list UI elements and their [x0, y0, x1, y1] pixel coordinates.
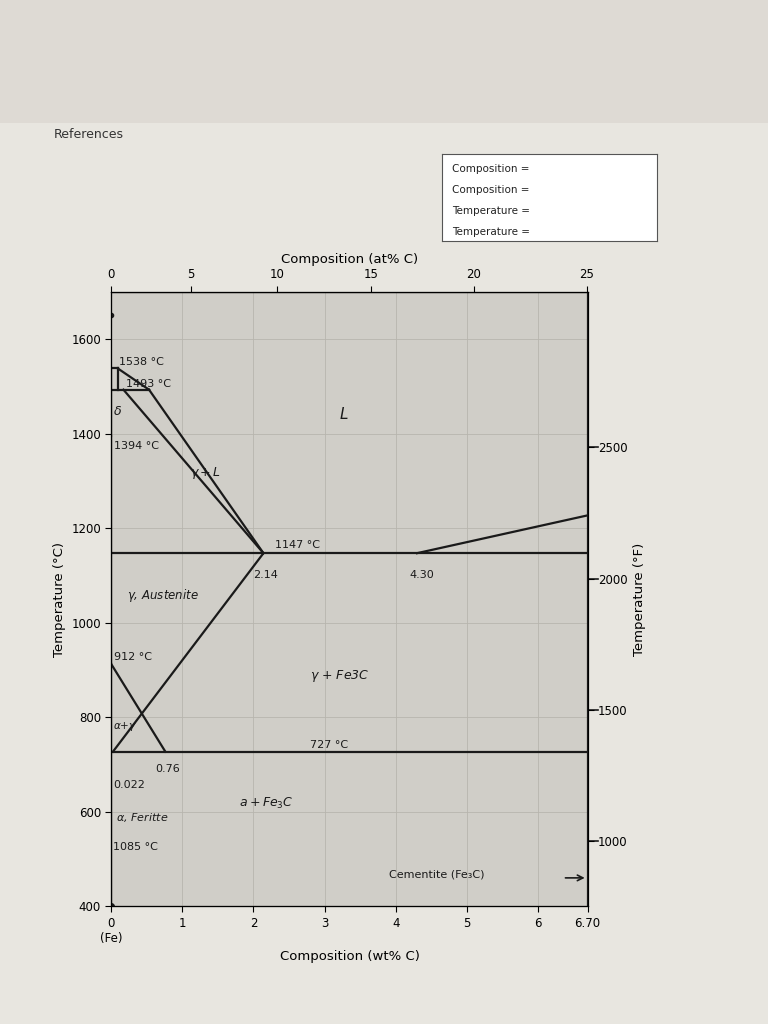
Text: 2.14: 2.14	[253, 569, 278, 580]
Text: $a + Fe_3C$: $a + Fe_3C$	[240, 796, 294, 811]
Text: $L$: $L$	[339, 407, 349, 423]
Text: 912 °C: 912 °C	[114, 652, 152, 663]
Text: 0.76: 0.76	[155, 764, 180, 773]
Text: 4.30: 4.30	[410, 569, 435, 580]
Text: $\gamma + L$: $\gamma + L$	[190, 465, 220, 481]
Y-axis label: Temperature (°C): Temperature (°C)	[53, 542, 65, 656]
Text: 1085 °C: 1085 °C	[113, 842, 157, 852]
Text: Composition =: Composition =	[452, 164, 530, 174]
Text: Cementite (Fe₃C): Cementite (Fe₃C)	[389, 869, 484, 880]
FancyBboxPatch shape	[0, 123, 768, 1024]
Text: Composition =: Composition =	[452, 185, 530, 195]
Text: 727 °C: 727 °C	[310, 740, 349, 750]
Text: 1147 °C: 1147 °C	[275, 540, 319, 550]
Text: $\alpha$+$\gamma$: $\alpha$+$\gamma$	[114, 720, 137, 733]
Text: Temperature =: Temperature =	[452, 226, 531, 237]
Text: 0.022: 0.022	[114, 780, 145, 791]
X-axis label: Composition (at% C): Composition (at% C)	[281, 253, 418, 266]
Y-axis label: Temperature (°F): Temperature (°F)	[633, 543, 646, 655]
Text: 1493 °C: 1493 °C	[126, 379, 170, 389]
Text: $\alpha$, Feritte: $\alpha$, Feritte	[116, 811, 169, 824]
X-axis label: Composition (wt% C): Composition (wt% C)	[280, 950, 419, 964]
Text: $\delta$: $\delta$	[114, 404, 123, 418]
Text: $\gamma$, Austenite: $\gamma$, Austenite	[127, 587, 199, 604]
Text: $\gamma$ + Fe3C: $\gamma$ + Fe3C	[310, 669, 369, 684]
Text: References: References	[54, 128, 124, 141]
Text: Temperature =: Temperature =	[452, 206, 531, 216]
Text: 1394 °C: 1394 °C	[114, 440, 159, 451]
Text: 1538 °C: 1538 °C	[119, 357, 164, 367]
